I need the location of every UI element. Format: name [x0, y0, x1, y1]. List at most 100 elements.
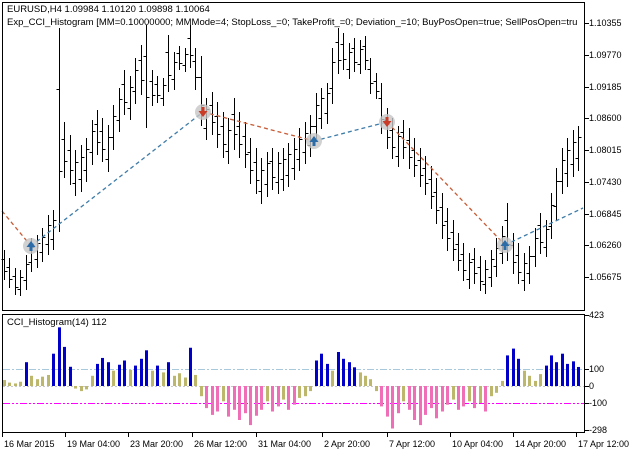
- cci-histogram-bar: [386, 386, 389, 417]
- cci-histogram-bar: [534, 380, 537, 386]
- trend-segment-down: [202, 111, 315, 142]
- cci-histogram-bar: [173, 375, 176, 386]
- cci-histogram-bar: [91, 375, 94, 386]
- cci-histogram-bar: [118, 364, 121, 386]
- cci-histogram-bar: [539, 374, 542, 386]
- cci-histogram-bar: [375, 386, 378, 392]
- cci-histogram-bar: [238, 386, 241, 420]
- cci-histogram-bar: [69, 366, 72, 386]
- cci-histogram-bar: [331, 370, 334, 386]
- cci-histogram-bar: [25, 362, 28, 386]
- cci-histogram-bar: [517, 358, 520, 386]
- cci-histogram-bar: [353, 367, 356, 386]
- cci-histogram-bar: [457, 386, 460, 410]
- cci-histogram-bar: [134, 365, 137, 386]
- cci-histogram-bar: [129, 369, 132, 386]
- cci-histogram-bar: [205, 386, 208, 409]
- buy-arrow-icon: [26, 241, 36, 251]
- cci-histogram-bar: [14, 383, 17, 386]
- cci-histogram-bar: [555, 362, 558, 386]
- cci-histogram-bar: [479, 386, 482, 403]
- trend-segment-up: [504, 207, 584, 246]
- cci-histogram-bar: [523, 370, 526, 386]
- cci-histogram-bar: [512, 348, 515, 386]
- cci-histogram-bar: [282, 386, 285, 400]
- cci-histogram-bar: [222, 386, 225, 402]
- cci-histogram-bar: [140, 358, 143, 386]
- cci-histogram-bar: [419, 386, 422, 426]
- cci-histogram-bar: [260, 386, 263, 410]
- cci-histogram-bar: [8, 382, 11, 386]
- indicator-axis-label: 423: [589, 310, 605, 320]
- buy-arrow-icon: [500, 240, 510, 250]
- time-axis-label: 17 Apr 12:00: [578, 439, 630, 449]
- cci-histogram-bar: [3, 380, 6, 386]
- cci-histogram-bar: [112, 370, 115, 386]
- price-axis-label: 1.07430: [589, 177, 622, 187]
- cci-histogram-bar: [490, 386, 493, 397]
- cci-histogram-bar: [441, 386, 444, 412]
- price-axis-label: 1.06845: [589, 209, 622, 219]
- cci-histogram-bar: [430, 386, 433, 409]
- cci-histogram-bar: [572, 361, 575, 386]
- cci-histogram-bar: [244, 386, 247, 414]
- cci-histogram-bar: [211, 386, 214, 415]
- cci-histogram-bar: [233, 386, 236, 410]
- sell-arrow-icon: [382, 117, 392, 127]
- time-axis-label: 19 Mar 04:00: [67, 439, 121, 449]
- price-axis-label: 1.08600: [589, 113, 622, 123]
- cci-histogram-bar: [528, 375, 531, 386]
- price-axis-label: 1.05675: [589, 272, 622, 282]
- cci-histogram-bar: [293, 386, 296, 405]
- cci-histogram-bar: [189, 347, 192, 386]
- price-axis-label: 1.08015: [589, 145, 622, 155]
- cci-histogram-bar: [484, 386, 487, 412]
- price-axis-label: 1.09770: [589, 50, 622, 60]
- cci-histogram-bar: [435, 386, 438, 419]
- cci-histogram-bar: [52, 353, 55, 386]
- time-axis-label: 26 Mar 12:00: [194, 439, 248, 449]
- cci-histogram-bar: [80, 386, 83, 392]
- time-axis-label: 14 Apr 20:00: [515, 439, 567, 449]
- cci-histogram-bar: [178, 373, 181, 386]
- cci-histogram-bar: [413, 386, 416, 420]
- cci-histogram-bar: [200, 386, 203, 397]
- cci-histogram-bar: [315, 360, 318, 386]
- ea-parameters-line: Exp_CCI_Histogram [MM=0.10000000; MMMode…: [7, 17, 578, 28]
- cci-histogram-bar: [397, 386, 400, 414]
- cci-histogram-bar: [107, 362, 110, 386]
- cci-histogram-bar: [184, 377, 187, 386]
- time-axis-label: 2 Apr 20:00: [324, 439, 371, 449]
- cci-histogram-bar: [348, 362, 351, 386]
- cci-histogram-bar: [255, 386, 258, 416]
- cci-histogram-bar: [266, 386, 269, 402]
- cci-histogram-bar: [380, 386, 383, 407]
- cci-histogram-bar: [30, 375, 33, 386]
- cci-histogram-bar: [249, 386, 252, 426]
- cci-histogram-bar: [446, 386, 449, 405]
- cci-histogram-bar: [271, 386, 274, 412]
- cci-histogram-bar: [41, 376, 44, 386]
- cci-histogram-bar: [277, 386, 280, 407]
- trend-segment-up: [30, 111, 204, 247]
- cci-histogram-bar: [402, 386, 405, 402]
- symbol-ohlc-line: EURUSD,H4 1.09984 1.10120 1.09898 1.1006…: [7, 4, 210, 15]
- cci-histogram-bar: [145, 350, 148, 386]
- cci-histogram-bar: [19, 381, 22, 386]
- cci-histogram-bar: [101, 357, 104, 386]
- cci-histogram-bar: [58, 327, 61, 386]
- indicator-axis-label: -298: [589, 425, 608, 435]
- cci-histogram-bar: [96, 363, 99, 386]
- cci-histogram-bar: [123, 360, 126, 386]
- time-axis-label: 16 Mar 2015: [4, 439, 55, 449]
- cci-histogram-bar: [194, 374, 197, 386]
- cci-histogram-bar: [577, 366, 580, 386]
- cci-histogram-bar: [545, 365, 548, 386]
- cci-histogram-bar: [495, 386, 498, 393]
- cci-histogram-bar: [462, 386, 465, 407]
- buy-arrow-icon: [309, 136, 319, 146]
- cci-histogram-bar: [424, 386, 427, 415]
- cci-histogram-bar: [167, 362, 170, 386]
